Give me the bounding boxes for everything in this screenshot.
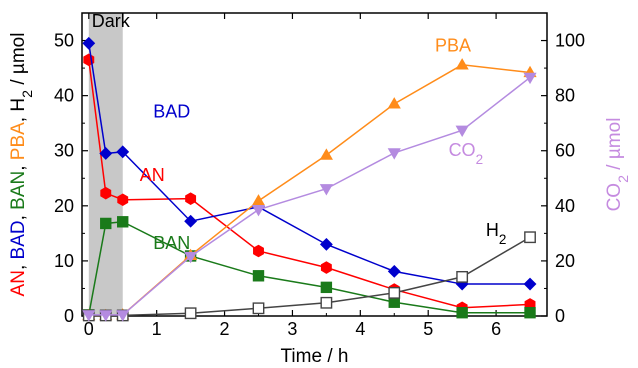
data-point-bad (99, 147, 113, 160)
y-right-tick-label: 100 (555, 31, 585, 51)
data-point-pba (319, 148, 333, 160)
text-part: CO (449, 140, 476, 160)
series-annotation: PBA (435, 36, 471, 56)
text-part: / µmol (8, 33, 29, 90)
data-point-bad (319, 237, 333, 251)
data-point-ban (100, 217, 112, 230)
data-point-bad (184, 214, 198, 228)
y-left-tick-label: 30 (54, 141, 74, 161)
text-part: / µmol (604, 118, 625, 175)
series-annotation: BAN (153, 233, 190, 253)
data-point-co2 (82, 310, 96, 322)
y-right-tick-label: 0 (555, 306, 565, 326)
data-point-co2 (319, 184, 333, 196)
text-part: PBA (435, 36, 471, 56)
text-part: BAD (153, 102, 190, 122)
x-tick-label: 2 (220, 319, 230, 339)
x-tick-label: 4 (355, 319, 365, 339)
x-tick-label: 3 (287, 319, 297, 339)
dark-region-label: Dark (92, 11, 131, 31)
data-point-bad (523, 277, 537, 291)
text-part: BAN (8, 171, 29, 210)
text-part: PBA (8, 122, 29, 160)
data-point-h2 (252, 302, 265, 315)
y-right-tick-label: 80 (555, 86, 575, 106)
series-annotation: BAD (153, 102, 190, 122)
data-point-co2 (116, 310, 130, 322)
data-point-an (117, 193, 129, 207)
y-left-tick-label: 0 (64, 306, 74, 326)
data-point-pba (455, 58, 469, 70)
data-point-h2 (184, 307, 197, 320)
dark-region (88, 13, 123, 316)
plot-frame (81, 12, 548, 317)
data-point-h2 (320, 296, 333, 309)
y-left-tick-label: 40 (54, 86, 74, 106)
x-tick-label: 6 (491, 319, 501, 339)
data-point-ban (252, 270, 265, 282)
y-left-tick-label: 20 (54, 196, 74, 216)
series-co2 (82, 72, 537, 322)
data-point-co2 (184, 251, 198, 264)
text-part: 2 (616, 175, 632, 183)
series-annotation: H2 (486, 220, 507, 247)
text-part: , (8, 210, 29, 221)
data-point-h2 (524, 231, 536, 244)
text-part: BAD (8, 220, 29, 259)
data-point-bad (82, 36, 96, 50)
data-point-bad (116, 145, 130, 159)
text-part: H (486, 220, 499, 240)
text-part: AN (8, 270, 29, 296)
text-part: , (8, 160, 29, 171)
y-left-tick-label: 50 (54, 31, 74, 51)
data-point-an (100, 186, 112, 200)
data-point-co2 (523, 72, 537, 85)
data-point-pba (387, 97, 401, 109)
data-point-co2 (387, 148, 401, 160)
text-part: BAN (153, 233, 190, 253)
text-part: CO (604, 183, 625, 212)
y-left-tick-label: 10 (54, 251, 74, 271)
data-point-h2 (388, 286, 401, 299)
data-point-an (320, 261, 332, 274)
x-tick-label: 0 (84, 319, 94, 339)
text-part: 2 (20, 90, 36, 98)
data-point-pba (251, 194, 266, 206)
y-right-tick-label: 40 (555, 196, 575, 216)
y-right-tick-label: 60 (555, 141, 575, 161)
text-part: AN (140, 165, 165, 185)
series-annotation: AN (140, 165, 165, 185)
text-part: 2 (499, 232, 507, 247)
data-point-ban (117, 216, 129, 228)
data-point-ban (456, 306, 468, 319)
y-right-tick-label: 20 (555, 251, 575, 271)
text-part: , (8, 259, 29, 270)
data-point-co2 (251, 205, 266, 217)
data-point-co2 (455, 125, 469, 138)
data-point-h2 (456, 270, 469, 283)
series-annotation: CO2 (449, 140, 484, 167)
text-part: H (8, 98, 29, 112)
data-point-ban (320, 281, 333, 294)
y-right-axis-title: CO2 / µmol (604, 118, 632, 212)
data-point-bad (387, 264, 401, 278)
y-left-axis-title: AN, BAD, BAN, PBA, H2 / µmol (8, 33, 36, 297)
text-part: 2 (476, 152, 484, 167)
data-point-co2 (99, 310, 113, 322)
data-point-an (185, 192, 197, 205)
x-axis-title: Time / h (281, 346, 349, 367)
series-bad (82, 36, 537, 291)
data-point-an (253, 244, 264, 258)
data-point-ban (524, 306, 536, 319)
x-tick-label: 1 (152, 319, 162, 339)
x-tick-label: 5 (423, 319, 433, 339)
text-part: , (8, 112, 29, 123)
